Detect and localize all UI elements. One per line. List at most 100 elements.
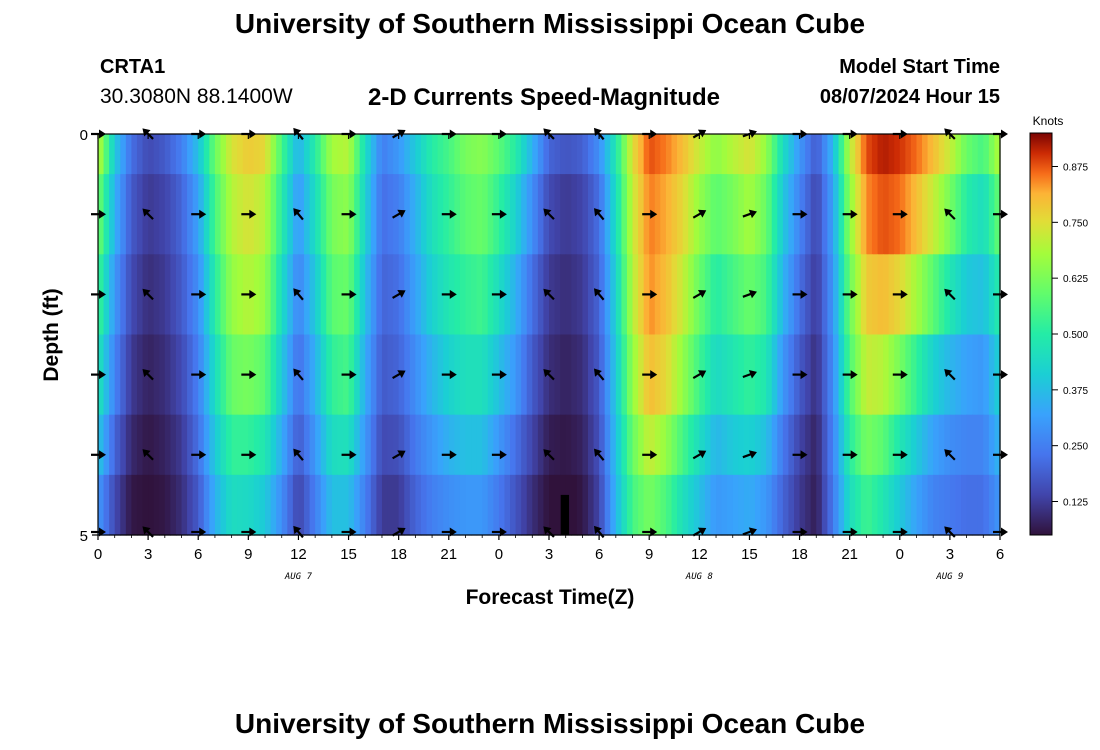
heatmap-cell: [977, 414, 984, 476]
heatmap-cell: [738, 134, 745, 175]
heatmap-cell: [587, 474, 595, 536]
heatmap-cell: [220, 414, 227, 476]
heatmap-cell: [554, 174, 561, 255]
heatmap-cell: [961, 414, 968, 476]
current-vector: [191, 370, 207, 380]
heatmap-cell: [549, 174, 556, 255]
heatmap-cell: [688, 174, 695, 255]
heatmap-cell: [949, 174, 957, 255]
heatmap-cell: [777, 134, 784, 175]
heatmap-cell: [849, 134, 856, 175]
heatmap-cell: [727, 174, 734, 255]
heatmap-cell: [972, 174, 979, 255]
heatmap-cell: [342, 134, 350, 175]
heatmap-cell: [298, 474, 305, 536]
heatmap-cell: [788, 414, 795, 476]
heatmap-cell: [504, 134, 511, 175]
current-vector: [293, 448, 304, 461]
heatmap-cell: [871, 474, 879, 536]
heatmap-cell: [682, 414, 689, 476]
current-vector: [191, 289, 207, 299]
heatmap-cell: [259, 254, 266, 336]
heatmap-cell: [510, 414, 517, 476]
heatmap-cell: [654, 254, 661, 336]
heatmap-cell: [393, 414, 400, 476]
heatmap-cell: [131, 334, 138, 416]
heatmap-cell: [571, 134, 578, 175]
heatmap-cell: [821, 474, 828, 536]
heatmap-cell: [677, 254, 684, 336]
heatmap-cell: [549, 254, 556, 336]
heatmap-cell: [821, 174, 828, 255]
heatmap-cell: [471, 474, 478, 536]
heatmap-cell: [638, 334, 645, 416]
heatmap-cell: [454, 334, 461, 416]
heatmap-cell: [281, 334, 288, 416]
heatmap-cell: [136, 414, 144, 476]
heatmap-cell: [376, 414, 383, 476]
heatmap-cell: [510, 174, 517, 255]
heatmap-cell: [142, 474, 149, 536]
heatmap-cell: [181, 474, 188, 536]
heatmap-cell: [420, 474, 428, 536]
heatmap-cell: [832, 474, 840, 536]
heatmap-cell: [727, 334, 734, 416]
heatmap-cell: [187, 474, 194, 536]
heatmap-cell: [125, 474, 133, 536]
heatmap-cell: [482, 414, 489, 476]
heatmap-cell: [376, 474, 383, 536]
heatmap-cell: [443, 134, 450, 175]
heatmap-cell: [604, 414, 611, 476]
heatmap-cell: [699, 474, 706, 536]
heatmap-cell: [610, 474, 617, 536]
x-tick-label: 6: [595, 546, 603, 563]
heatmap-cell: [983, 134, 990, 175]
heatmap-cell: [766, 414, 773, 476]
heatmap-cell: [816, 174, 823, 255]
current-vector: [341, 370, 357, 380]
heatmap-cell: [265, 254, 272, 336]
heatmap-cell: [805, 474, 812, 536]
heatmap-cell: [175, 134, 183, 175]
current-vector: [842, 209, 858, 219]
heatmap-cell: [187, 334, 194, 416]
heatmap-cell: [866, 134, 873, 175]
heatmap-cell: [170, 334, 177, 416]
current-vector: [692, 290, 707, 299]
heatmap-cell: [153, 254, 160, 336]
colorbar-unit: Knots: [1033, 114, 1064, 128]
heatmap-cell: [276, 134, 283, 175]
heatmap-cell: [777, 334, 784, 416]
heatmap-cell: [671, 334, 678, 416]
heatmap-cell: [910, 474, 918, 536]
heatmap-cell: [521, 174, 528, 255]
heatmap-cell: [576, 474, 584, 536]
heatmap-cell: [626, 334, 634, 416]
heatmap-cell: [626, 474, 634, 536]
heatmap-cell: [521, 334, 528, 416]
heatmap-cell: [309, 334, 316, 416]
heatmap-cell: [537, 334, 545, 416]
heatmap-cell: [175, 174, 183, 255]
heatmap-cell: [136, 254, 144, 336]
heatmap-cell: [432, 174, 439, 255]
heatmap-cell: [187, 414, 194, 476]
heatmap-cell: [175, 254, 183, 336]
heatmap-cell: [354, 254, 361, 336]
heatmap-cell: [465, 334, 472, 416]
current-vector: [944, 526, 956, 538]
heatmap-cell: [259, 334, 266, 416]
heatmap-cell: [883, 174, 890, 255]
heatmap-cell: [320, 134, 327, 175]
heatmap-cell: [771, 334, 778, 416]
heatmap-cell: [732, 474, 739, 536]
heatmap-cell: [370, 414, 377, 476]
model-start-value: 08/07/2024 Hour 15: [819, 86, 1000, 108]
heatmap-cell: [782, 254, 790, 336]
heatmap-cell: [565, 334, 572, 416]
colorbar-tick-label: 0.750: [1063, 218, 1088, 229]
heatmap-cell: [504, 254, 511, 336]
heatmap-cell: [521, 474, 528, 536]
heatmap-cell: [265, 334, 272, 416]
heatmap-cell: [515, 174, 522, 255]
